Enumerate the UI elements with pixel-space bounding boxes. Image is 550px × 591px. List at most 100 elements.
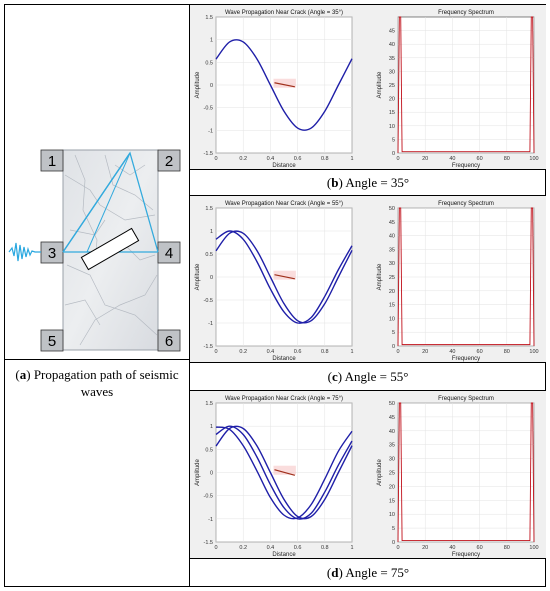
y-tick-label: 25 (389, 471, 395, 477)
y-tick-label: 0.5 (205, 252, 213, 258)
y-tick-label: 0 (392, 344, 395, 350)
x-tick-label: 20 (422, 349, 428, 355)
x-axis-label: Distance (272, 552, 296, 558)
y-tick-label: 1 (210, 424, 213, 430)
y-tick-label: 20 (389, 97, 395, 103)
x-tick-label: 60 (477, 156, 483, 162)
x-tick-label: 20 (422, 545, 428, 551)
y-tick-label: 45 (389, 29, 395, 35)
x-tick-label: 0.2 (239, 156, 247, 162)
y-axis-label: Amplitude (195, 263, 201, 290)
sensor-label-1: 1 (48, 153, 56, 170)
y-tick-label: 20 (389, 289, 395, 295)
y-tick-label: 15 (389, 498, 395, 504)
x-axis-label: Frequency (452, 356, 480, 362)
y-tick-label: 30 (389, 457, 395, 463)
y-tick-label: 45 (389, 220, 395, 226)
y-tick-label: 50 (389, 401, 395, 407)
y-tick-label: -1 (208, 517, 213, 523)
x-tick-label: 0 (396, 545, 399, 551)
chart-title: Wave Propagation Near Crack (Angle = 35°… (225, 10, 343, 16)
x-tick-label: 100 (529, 545, 538, 551)
x-tick-label: 40 (449, 349, 455, 355)
row-divider-d (189, 362, 546, 363)
crack-zone (273, 465, 296, 475)
chart-spectrum-55: 0 20 40 60 80 100 0 5 10 15 20 25 30 35 40 45 50 Frequenc… (377, 201, 539, 362)
y-tick-label: -0.5 (204, 106, 213, 112)
caption-a: (a) Propagation path of seismic waves (15, 367, 179, 399)
y-tick-label: 5 (392, 526, 395, 532)
y-tick-label: 30 (389, 261, 395, 267)
y-tick-label: 35 (389, 247, 395, 253)
x-tick-label: 0 (214, 545, 217, 551)
row-divider-c (189, 195, 546, 196)
caption-b-text: Angle = 35° (345, 175, 410, 190)
x-tick-label: 20 (422, 156, 428, 162)
x-tick-label: 80 (504, 156, 510, 162)
x-tick-label: 0 (214, 349, 217, 355)
row-divider-a (4, 359, 190, 360)
x-axis-label: Frequency (452, 163, 480, 169)
chart-spectrum-75: 0 20 40 60 80 100 0 5 10 15 20 25 30 35 40 45 50 Frequenc… (377, 396, 539, 558)
sensor-labels: 1 2 3 4 5 6 (48, 153, 173, 350)
chart-wave-35: 0 0.2 0.4 0.6 0.8 1 -1.5 -1 -0.5 0 0.5 1 1.5 Wave Pro… (195, 10, 354, 169)
caption-d-text: Angle = 75° (345, 565, 410, 580)
crack-line (274, 274, 295, 280)
crack-block (80, 227, 140, 271)
x-tick-label: 0.4 (267, 545, 275, 551)
caption-d: (d) Angle = 75° (326, 565, 410, 580)
chart-title: Wave Propagation Near Crack (Angle = 55°… (225, 201, 343, 207)
row-divider-b (189, 169, 546, 170)
y-axis-label: Amplitude (377, 71, 383, 98)
crack-line (274, 469, 296, 476)
crack-zone (273, 270, 296, 280)
caption-b-letter: b (331, 175, 339, 190)
y-tick-label: 0 (392, 151, 395, 157)
caption-a-letter: a (19, 367, 27, 382)
x-tick-label: 0 (214, 156, 217, 162)
y-tick-label: 10 (389, 512, 395, 518)
series-line-1 (397, 207, 535, 347)
y-tick-label: 0 (210, 275, 213, 281)
chart-title: Frequency Spectrum (438, 396, 494, 402)
chart-title: Frequency Spectrum (438, 201, 494, 207)
x-tick-label: 0.2 (239, 545, 247, 551)
y-tick-label: 20 (389, 484, 395, 490)
y-tick-label: 35 (389, 443, 395, 449)
crack-line (274, 82, 295, 88)
x-tick-label: 60 (477, 545, 483, 551)
x-tick-label: 0.8 (321, 349, 329, 355)
y-tick-label: 1.5 (205, 401, 213, 407)
y-axis-label: Amplitude (377, 263, 383, 290)
y-tick-label: 0 (210, 83, 213, 89)
y-tick-label: 45 (389, 415, 395, 421)
sensor-boxes (40, 149, 181, 352)
x-tick-label: 0.8 (321, 545, 329, 551)
chart-spectrum-35: 0 20 40 60 80 100 0 5 10 15 20 25 30 35 40 45 Frequency … (377, 10, 539, 169)
sensor-label-5: 5 (48, 333, 56, 350)
series-line-2 (215, 425, 353, 520)
caption-c-letter: c (331, 369, 338, 384)
x-tick-label: 0.4 (267, 349, 275, 355)
y-tick-label: 0.5 (205, 447, 213, 453)
x-tick-label: 100 (529, 349, 538, 355)
x-tick-label: 0 (396, 349, 399, 355)
y-tick-label: -1 (208, 128, 213, 134)
x-tick-label: 0.8 (321, 156, 329, 162)
x-tick-label: 1 (350, 349, 353, 355)
y-tick-label: -0.5 (204, 494, 213, 500)
chart-wave-75: 0 0.2 0.4 0.6 0.8 1 -1.5 -1 -0.5 0 0.5 1 1.5 Wave Pro… (195, 396, 354, 558)
series-line-2 (215, 230, 353, 324)
series-line-1 (397, 402, 535, 543)
column-divider (189, 4, 190, 587)
series-line-3 (215, 426, 353, 520)
y-tick-label: -1.5 (204, 151, 213, 157)
x-tick-label: 0 (396, 156, 399, 162)
crack-zone (273, 78, 296, 88)
y-tick-label: 0 (392, 540, 395, 546)
x-tick-label: 100 (529, 156, 538, 162)
y-tick-label: 1 (210, 229, 213, 235)
y-axis-label: Amplitude (195, 71, 201, 98)
y-tick-label: -0.5 (204, 298, 213, 304)
x-tick-label: 0.2 (239, 349, 247, 355)
